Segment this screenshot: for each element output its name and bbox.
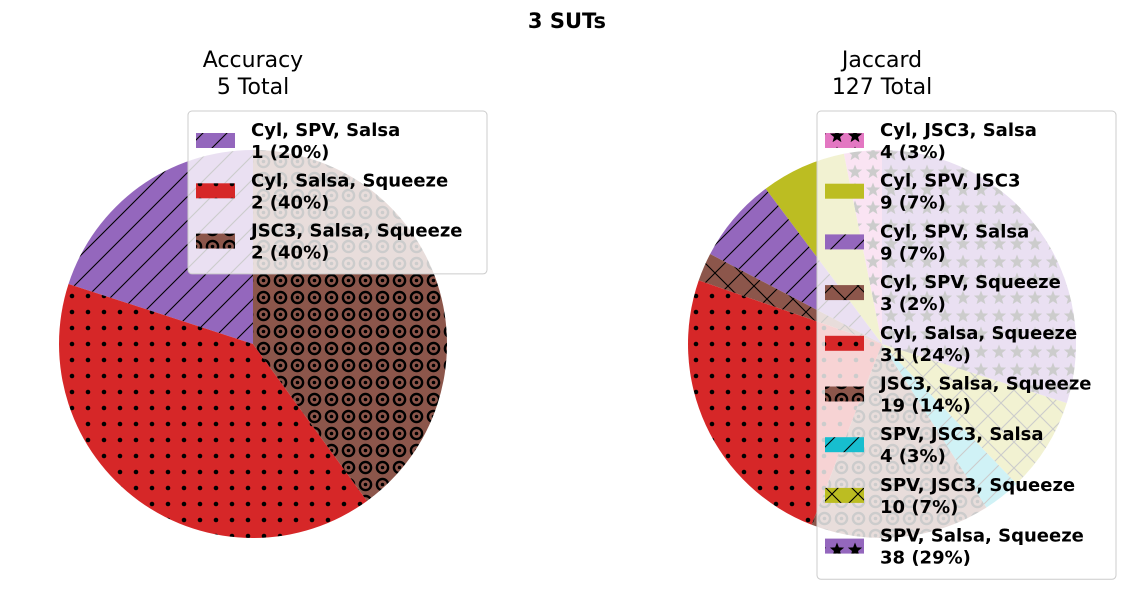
legend-label-cyl-spv-salsa: Cyl, SPV, Salsa (251, 120, 400, 141)
legend-swatch-cyl-spv-squeeze (825, 285, 864, 301)
legend-swatch-jsc3-salsa-squeeze (196, 233, 235, 249)
legend-label-jsc3-salsa-squeeze: JSC3, Salsa, Squeeze (249, 221, 463, 242)
legend-label-cyl-spv-salsa: Cyl, SPV, Salsa (880, 221, 1029, 242)
legend-label-cyl-salsa-squeeze: Cyl, Salsa, Squeeze (880, 323, 1077, 344)
jaccard-title-line1: Jaccard (840, 48, 922, 73)
legend-swatch-spv-jsc3-squeeze (825, 487, 864, 503)
legend-label-spv-jsc3-salsa: SPV, JSC3, Salsa (880, 424, 1044, 445)
legend-value-cyl-spv-squeeze: 3 (2%) (880, 294, 946, 315)
legend-value-cyl-salsa-squeeze: 2 (40%) (251, 192, 329, 213)
legend-swatch-spv-jsc3-salsa (825, 437, 864, 453)
legend-value-jsc3-salsa-squeeze: 2 (40%) (251, 243, 329, 264)
pie-slice-cyl-salsa-squeeze (59, 284, 368, 538)
legend-value-cyl-spv-salsa: 9 (7%) (880, 243, 946, 264)
chart-suptitle: 3 SUTs (528, 9, 606, 33)
legend-value-cyl-spv-jsc3: 9 (7%) (880, 193, 946, 214)
legend-value-cyl-spv-salsa: 1 (20%) (251, 142, 329, 163)
legend-swatch-cyl-jsc3-salsa (825, 133, 864, 148)
accuracy-title-line2: 5 Total (217, 75, 289, 100)
legend-swatch-cyl-salsa-squeeze (196, 183, 235, 199)
legend-frame (187, 110, 488, 275)
legend-value-jsc3-salsa-squeeze: 19 (14%) (880, 396, 971, 417)
legend-label-jsc3-salsa-squeeze: JSC3, Salsa, Squeeze (878, 374, 1092, 395)
legend-swatch-cyl-spv-salsa (825, 234, 864, 250)
legend-value-spv-jsc3-salsa: 4 (3%) (880, 446, 946, 467)
accuracy-title-line1: Accuracy (203, 48, 303, 73)
legend-label-spv-salsa-squeeze: SPV, Salsa, Squeeze (880, 526, 1084, 547)
legend-value-spv-jsc3-squeeze: 10 (7%) (880, 497, 958, 518)
legend-value-cyl-jsc3-salsa: 4 (3%) (880, 142, 946, 163)
legend-value-spv-salsa-squeeze: 38 (29%) (880, 548, 971, 569)
legend-frame (816, 110, 1117, 580)
legend-swatch-cyl-salsa-squeeze (825, 335, 864, 351)
legend-label-cyl-jsc3-salsa: Cyl, JSC3, Salsa (880, 120, 1037, 141)
legend-swatch-cyl-spv-salsa (196, 133, 235, 148)
legend-label-cyl-spv-squeeze: Cyl, SPV, Squeeze (880, 272, 1061, 293)
legend-swatch-spv-salsa-squeeze (825, 538, 864, 554)
legend-label-cyl-salsa-squeeze: Cyl, Salsa, Squeeze (251, 170, 448, 191)
legend-label-cyl-spv-jsc3: Cyl, SPV, JSC3 (880, 171, 1020, 192)
legend-value-cyl-salsa-squeeze: 31 (24%) (880, 345, 971, 366)
legend-swatch-cyl-spv-jsc3 (825, 183, 864, 199)
legend-swatch-jsc3-salsa-squeeze (825, 386, 864, 402)
jaccard-title-line2: 127 Total (832, 75, 932, 100)
legend-label-spv-jsc3-squeeze: SPV, JSC3, Squeeze (880, 475, 1075, 496)
